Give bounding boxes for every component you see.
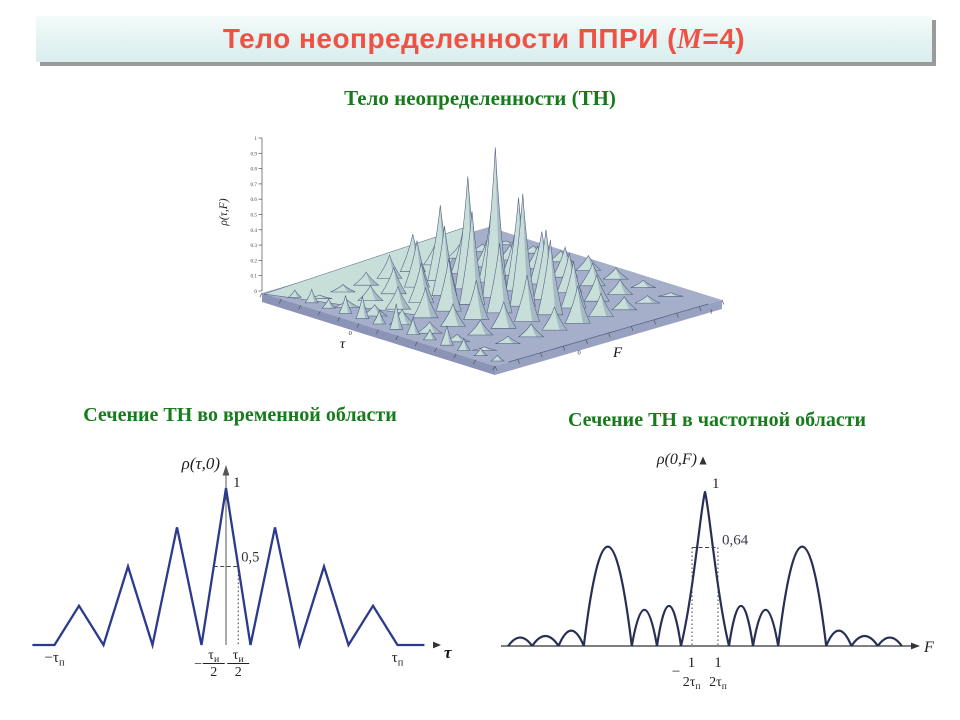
svg-text:0,64: 0,64 — [722, 532, 749, 548]
svg-text:0.6: 0.6 — [251, 197, 258, 203]
svg-text:−: − — [672, 664, 680, 680]
svg-text:0.4: 0.4 — [251, 228, 258, 234]
svg-text:τп: τп — [392, 650, 404, 669]
svg-text:τ: τ — [340, 337, 346, 352]
surface-front-spikes — [287, 288, 505, 362]
time-peak-value: 1 — [233, 475, 241, 491]
svg-text:τи: τи — [208, 648, 220, 665]
svg-text:ρ(0,F): ρ(0,F) — [656, 451, 697, 468]
time-section-heading: Сечение ТН во временной области — [83, 404, 397, 426]
surface-heading: Тело неопределенности (ТН) — [344, 86, 616, 110]
freq-curve — [507, 490, 903, 647]
svg-text:2: 2 — [235, 665, 242, 680]
svg-text:1: 1 — [714, 655, 722, 671]
svg-text:0: 0 — [578, 349, 581, 356]
time-y-axis: ρ(τ,0) — [181, 454, 230, 645]
svg-text:0,5: 0,5 — [241, 550, 259, 566]
svg-text:F: F — [612, 345, 623, 361]
svg-text:0: 0 — [254, 289, 257, 295]
time-half-level-annotation: 0,5 — [213, 550, 259, 645]
svg-text:0.5: 0.5 — [251, 213, 258, 219]
freq-peak-value: 1 — [712, 476, 720, 492]
svg-text:2τп: 2τп — [709, 675, 727, 692]
svg-text:−: − — [194, 657, 202, 672]
svg-text:0: 0 — [349, 330, 352, 337]
svg-text:ρ(τ,0): ρ(τ,0) — [181, 454, 221, 473]
slide-title-banner: Тело неопределенности ППРИ (M=4) — [36, 16, 932, 62]
svg-text:0.8: 0.8 — [251, 167, 258, 173]
freq-y-axis-label: ρ(0,F) — [656, 451, 707, 468]
freq-level-annotation: 0,64 — [691, 532, 749, 646]
time-x-axis: τ — [433, 641, 452, 662]
svg-text:1: 1 — [712, 476, 720, 492]
svg-text:0.3: 0.3 — [251, 243, 258, 249]
title-m-italic: M — [676, 23, 703, 55]
surface-spikes — [307, 147, 684, 351]
surface-tau-axis: 0τ — [259, 292, 496, 371]
slide-title: Тело неопределенности ППРИ (M=4) — [222, 22, 746, 55]
surface-z-axis: 0 0.1 0.2 0.3 0.4 0.5 0.6 0.7 0.8 0.9 1 ρ(τ,F) — [218, 136, 263, 295]
svg-text:2: 2 — [210, 665, 217, 680]
svg-text:ρ(τ,F): ρ(τ,F) — [218, 198, 230, 226]
svg-text:F: F — [923, 639, 934, 656]
svg-text:−τп: −τп — [44, 650, 65, 669]
freq-section-heading: Сечение ТН в частотной области — [567, 409, 867, 431]
svg-text:1: 1 — [233, 475, 241, 491]
svg-text:0.7: 0.7 — [251, 182, 258, 188]
svg-text:τ: τ — [444, 643, 452, 662]
svg-text:1: 1 — [710, 310, 713, 316]
svg-text:0.1: 0.1 — [251, 274, 258, 280]
svg-text:1: 1 — [688, 655, 696, 671]
svg-text:τи: τи — [233, 648, 245, 665]
time-curve — [32, 487, 425, 650]
svg-text:0.2: 0.2 — [251, 258, 258, 264]
svg-text:0.9: 0.9 — [251, 151, 258, 157]
svg-text:1: 1 — [254, 136, 257, 142]
freq-x-axis: F — [501, 639, 934, 656]
surface-f-axis: 0 1 F — [494, 299, 725, 371]
svg-text:2τп: 2τп — [683, 675, 701, 692]
